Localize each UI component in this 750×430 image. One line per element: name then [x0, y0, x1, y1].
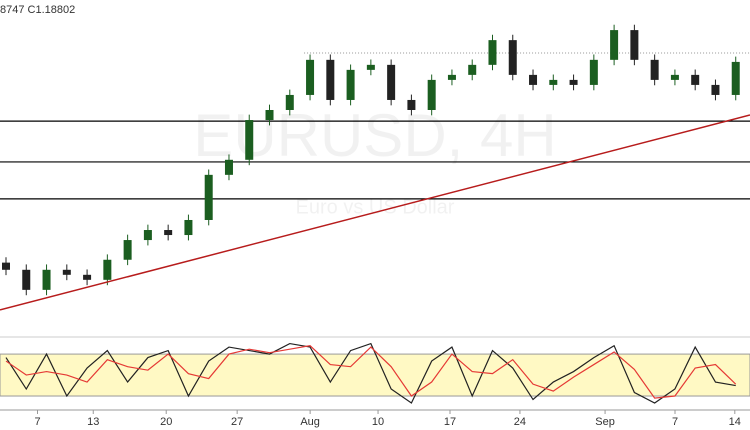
candle-body [265, 109, 274, 121]
candle-body [488, 40, 497, 65]
candle-body [245, 120, 254, 160]
x-tick-label: 14 [729, 416, 741, 428]
stoch-line [5, 345, 737, 399]
candle-body [610, 30, 619, 60]
x-tick-label: 13 [87, 416, 99, 428]
candle-body [407, 99, 416, 110]
x-tick-label: 24 [514, 416, 526, 428]
candle-body [143, 230, 152, 241]
x-tick-label: Aug [300, 416, 320, 428]
candle-body [447, 74, 456, 80]
header-label: 8747 C1.18802 [0, 4, 75, 16]
x-tick-label: 10 [372, 416, 384, 428]
x-tick-label: 7 [672, 416, 678, 428]
candle-body [103, 259, 112, 280]
x-tick-label: 20 [160, 416, 172, 428]
candle-body [22, 269, 31, 290]
candle-body [306, 59, 315, 95]
candle-body [224, 159, 233, 175]
candle-body [83, 274, 92, 280]
watermark: EURUSD, 4H [193, 102, 556, 169]
candle-body [468, 64, 477, 75]
candle-body [204, 174, 213, 220]
candle-body [42, 269, 51, 290]
candle-body [164, 230, 173, 236]
candle-body [711, 84, 720, 95]
candle-body [691, 74, 700, 85]
candle-body [366, 64, 375, 70]
candle-body [670, 74, 679, 80]
trendline [0, 114, 750, 311]
stoch-line [5, 342, 736, 404]
candle-body [549, 79, 558, 85]
candle-body [387, 64, 396, 100]
x-tick-label: Sep [595, 416, 615, 428]
candle-body [650, 59, 659, 80]
candle-body [2, 262, 10, 270]
stoch-band [0, 353, 750, 397]
candle-body [589, 59, 598, 85]
x-tick-label: 7 [34, 416, 40, 428]
candle-body [62, 269, 71, 275]
x-tick-label: 27 [231, 416, 243, 428]
x-tick-label: 17 [444, 416, 456, 428]
candle-body [731, 61, 740, 95]
candle-body [569, 79, 578, 85]
candle-body [346, 69, 355, 100]
candle-body [508, 40, 517, 75]
watermark-subtitle: Euro vs US Dollar [296, 196, 455, 218]
candle-body [285, 94, 294, 110]
candle-body [630, 30, 639, 60]
candle-body [123, 240, 132, 260]
candle-body [427, 79, 436, 110]
candle-body [184, 219, 193, 236]
candle-body [529, 74, 538, 85]
candle-body [326, 59, 335, 100]
